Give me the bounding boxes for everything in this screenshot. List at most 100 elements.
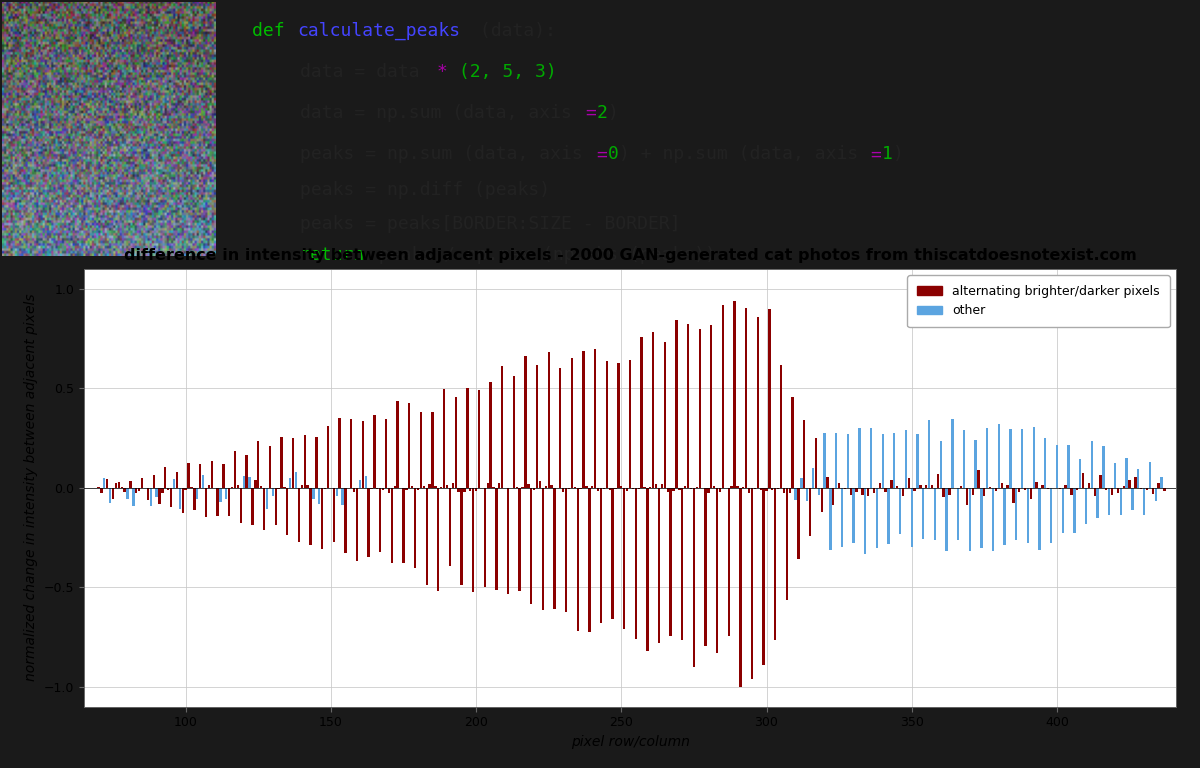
Bar — [379, 488, 382, 552]
Bar — [733, 301, 736, 488]
Bar — [559, 368, 562, 488]
Bar — [966, 488, 968, 505]
Bar — [937, 474, 940, 488]
Bar — [306, 485, 308, 488]
Bar — [946, 488, 948, 551]
Bar — [806, 488, 809, 501]
Bar — [696, 487, 698, 488]
Text: =: = — [586, 104, 596, 122]
Bar — [196, 488, 198, 499]
Bar — [246, 455, 248, 488]
Bar — [794, 488, 797, 500]
Bar — [678, 488, 680, 490]
Bar — [623, 488, 625, 629]
Bar — [682, 488, 684, 641]
Bar — [751, 488, 754, 679]
Bar — [676, 320, 678, 488]
Bar — [179, 488, 181, 509]
Bar — [800, 478, 803, 488]
Bar — [130, 482, 132, 488]
Bar — [958, 488, 959, 540]
Bar — [1001, 483, 1003, 488]
Bar — [132, 488, 134, 505]
Bar — [884, 488, 887, 492]
Bar — [1058, 488, 1061, 489]
Bar — [236, 485, 239, 488]
Text: return: return — [300, 246, 365, 263]
Bar — [391, 488, 394, 564]
Bar — [109, 488, 112, 503]
Bar — [899, 488, 901, 534]
Bar — [893, 432, 895, 488]
Bar — [626, 488, 629, 492]
Bar — [1070, 488, 1073, 495]
Bar — [426, 488, 428, 585]
Bar — [126, 488, 128, 499]
Bar — [164, 467, 167, 488]
Bar — [161, 488, 163, 494]
Bar — [692, 488, 695, 667]
Bar — [202, 475, 204, 488]
Bar — [823, 433, 826, 488]
Bar — [281, 437, 283, 488]
Text: peaks = peaks[BORDER:SIZE - BORDER]: peaks = peaks[BORDER:SIZE - BORDER] — [300, 215, 680, 233]
Bar — [952, 419, 954, 488]
Bar — [350, 419, 353, 488]
Legend: alternating brighter/darker pixels, other: alternating brighter/darker pixels, othe… — [907, 275, 1170, 327]
Bar — [876, 488, 878, 548]
Bar — [106, 479, 108, 488]
Text: peaks = np.sum (data, axis: peaks = np.sum (data, axis — [300, 145, 583, 164]
Bar — [1087, 482, 1090, 488]
Bar — [388, 488, 390, 493]
Bar — [850, 488, 852, 495]
Bar — [838, 483, 840, 488]
Bar — [428, 484, 431, 488]
Bar — [672, 488, 674, 491]
Text: peaks / np.max (np.abs (peaks)): peaks / np.max (np.abs (peaks)) — [368, 246, 716, 263]
Bar — [1111, 488, 1114, 495]
Bar — [408, 402, 410, 488]
Bar — [298, 488, 300, 542]
Bar — [745, 308, 748, 488]
Bar — [541, 488, 544, 611]
Text: =: = — [596, 145, 607, 164]
Bar — [1152, 488, 1154, 494]
Bar — [136, 488, 138, 493]
Bar — [1138, 468, 1140, 488]
Bar — [173, 479, 175, 488]
Bar — [565, 488, 568, 612]
Bar — [359, 480, 361, 488]
Bar — [1082, 473, 1085, 488]
Bar — [536, 366, 539, 488]
Bar — [376, 488, 378, 489]
Bar — [271, 488, 274, 496]
Bar — [995, 488, 997, 492]
Bar — [431, 412, 433, 488]
Bar — [684, 486, 686, 488]
Bar — [266, 488, 268, 508]
Bar — [948, 488, 950, 495]
Bar — [414, 488, 416, 568]
Bar — [1044, 438, 1046, 488]
Bar — [486, 484, 488, 488]
Bar — [1134, 477, 1136, 488]
Bar — [608, 488, 611, 489]
Bar — [167, 488, 169, 490]
Bar — [858, 428, 860, 488]
Bar — [1015, 488, 1018, 540]
Bar — [731, 485, 733, 488]
Bar — [960, 486, 962, 488]
Text: ): ) — [607, 104, 619, 122]
Bar — [940, 441, 942, 488]
Bar — [797, 488, 799, 558]
Bar — [1142, 488, 1145, 515]
Bar — [341, 488, 343, 505]
Bar — [866, 488, 869, 495]
Bar — [666, 488, 668, 492]
Bar — [641, 336, 643, 488]
Bar — [437, 488, 439, 591]
Bar — [788, 488, 791, 493]
Bar — [890, 480, 893, 488]
Bar — [551, 485, 553, 488]
Text: (2, 5, 3): (2, 5, 3) — [449, 63, 557, 81]
